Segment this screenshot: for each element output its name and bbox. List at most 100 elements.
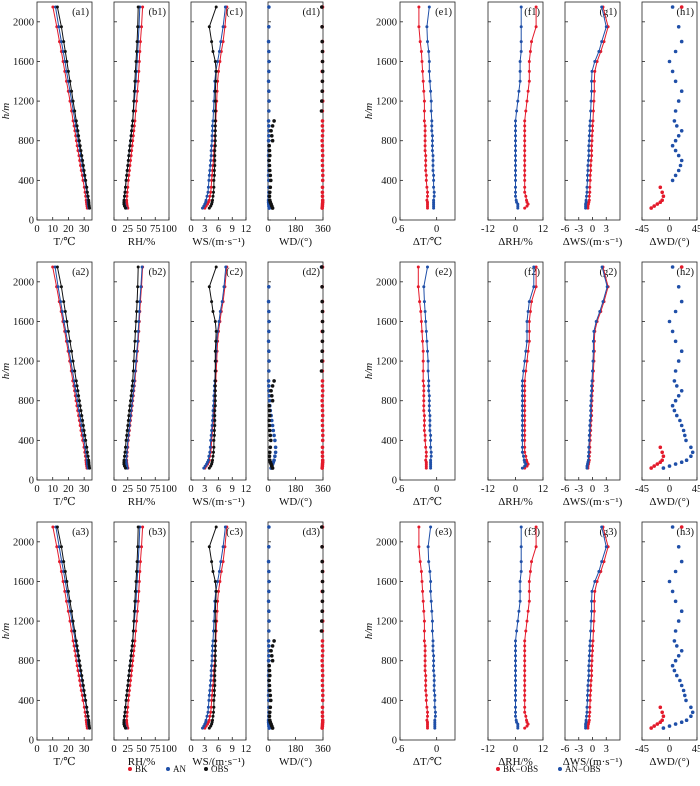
- data-point: [523, 450, 527, 454]
- data-point: [74, 389, 78, 393]
- data-point: [534, 25, 538, 29]
- data-point: [425, 25, 429, 29]
- data-point: [587, 654, 591, 658]
- data-point: [221, 40, 225, 44]
- data-point: [427, 60, 431, 63]
- data-point: [517, 89, 521, 93]
- data-point: [124, 438, 128, 442]
- data-point: [213, 629, 217, 633]
- data-point: [431, 644, 435, 648]
- x-tick-label: 30: [79, 744, 90, 755]
- data-point: [429, 589, 433, 593]
- data-point: [590, 664, 594, 668]
- series-line: [417, 267, 427, 469]
- data-point: [209, 433, 213, 437]
- data-point: [79, 409, 83, 413]
- x-tick-label: 0: [434, 484, 439, 495]
- data-point: [589, 109, 593, 113]
- data-point: [519, 570, 523, 573]
- data-point: [433, 714, 437, 718]
- data-point: [684, 698, 688, 703]
- data-point: [427, 560, 431, 564]
- data-point: [585, 705, 589, 709]
- data-point: [267, 569, 271, 574]
- data-point: [429, 445, 433, 449]
- data-point: [422, 394, 426, 398]
- data-point: [422, 389, 426, 393]
- data-point: [211, 50, 215, 53]
- data-point: [588, 129, 592, 133]
- data-point: [134, 109, 138, 113]
- data-point: [428, 429, 432, 432]
- data-point: [55, 545, 59, 549]
- data-point: [592, 89, 596, 93]
- series-line: [427, 526, 436, 729]
- data-point: [80, 414, 84, 418]
- data-point: [519, 25, 523, 29]
- data-point: [427, 50, 431, 53]
- data-point: [267, 143, 272, 148]
- data-point: [218, 60, 222, 63]
- data-point: [419, 570, 423, 573]
- data-point: [320, 148, 325, 153]
- data-point: [267, 454, 272, 459]
- data-point: [270, 644, 275, 648]
- data-point: [430, 609, 434, 613]
- panel-frame: [399, 521, 456, 741]
- data-point: [523, 178, 527, 182]
- data-point: [588, 173, 592, 177]
- data-point: [130, 644, 134, 648]
- data-point: [523, 359, 527, 363]
- x-tick-label: 50: [136, 744, 147, 755]
- data-point: [214, 589, 218, 593]
- data-point: [268, 705, 273, 710]
- data-point: [523, 379, 527, 383]
- data-point: [679, 158, 684, 163]
- data-point: [133, 119, 137, 123]
- data-point: [421, 79, 425, 83]
- data-point: [214, 79, 218, 83]
- data-point: [267, 25, 271, 29]
- data-point: [432, 689, 436, 692]
- data-point: [673, 722, 678, 726]
- data-point: [530, 40, 533, 44]
- data-point: [125, 693, 129, 697]
- data-point: [56, 285, 60, 289]
- data-point: [55, 525, 59, 529]
- data-point: [425, 705, 429, 709]
- x-axis-label: WS/(m·s⁻¹): [192, 496, 245, 508]
- data-point: [129, 394, 133, 398]
- data-point: [211, 124, 214, 128]
- data-point: [670, 525, 675, 529]
- data-point: [660, 458, 664, 463]
- data-point: [591, 629, 595, 633]
- data-point: [424, 689, 428, 692]
- data-point: [211, 419, 214, 422]
- data-point: [528, 310, 532, 313]
- data-point: [534, 285, 538, 289]
- data-point: [136, 525, 140, 529]
- data-point: [131, 134, 135, 138]
- data-point: [206, 185, 210, 189]
- legend-label: BK−OBS: [503, 764, 538, 774]
- data-point: [590, 139, 594, 143]
- y-tick-label: 800: [381, 656, 397, 667]
- data-point: [525, 359, 529, 363]
- data-point: [429, 89, 433, 93]
- data-point: [85, 710, 89, 714]
- data-point: [131, 659, 135, 663]
- data-point: [514, 718, 518, 722]
- data-point: [417, 525, 421, 529]
- data-point: [587, 450, 591, 454]
- data-point: [587, 154, 591, 158]
- data-point: [514, 169, 517, 172]
- data-point: [72, 379, 76, 383]
- data-point: [272, 379, 276, 383]
- data-point: [269, 129, 273, 133]
- data-point: [604, 25, 608, 29]
- data-point: [267, 683, 272, 688]
- data-point: [427, 404, 431, 408]
- data-point: [424, 173, 428, 177]
- x-axis-label: ΔWD/(°): [649, 756, 690, 768]
- data-point: [134, 320, 138, 323]
